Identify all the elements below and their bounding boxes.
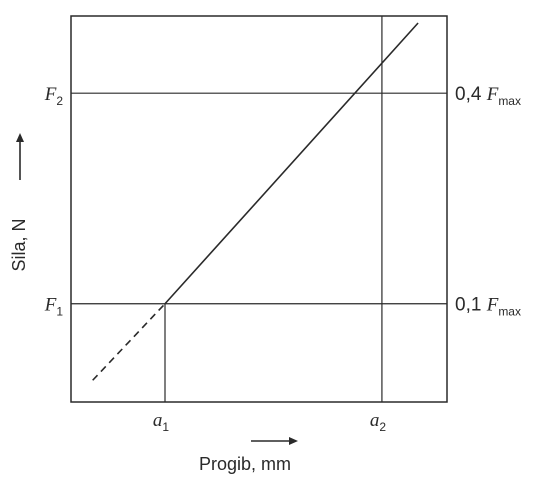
x-tick-2: a2	[370, 410, 387, 434]
y-tick-right-1: 0,1 Fmax	[455, 295, 521, 319]
force-deflection-line	[164, 22, 419, 305]
extrapolation-line	[92, 303, 166, 381]
x-axis-arrow	[251, 437, 298, 445]
y-tick-left-1: F1	[44, 295, 64, 319]
reference-lines	[71, 16, 447, 402]
data-lines	[92, 22, 419, 381]
tick-labels: F1 F2 0,1 Fmax 0,4 Fmax a1 a2	[44, 84, 521, 434]
x-tick-1: a1	[153, 410, 170, 434]
y-axis-label: Sila, N	[9, 218, 29, 271]
y-axis-arrow	[16, 133, 24, 180]
y-axis-title: Sila, N	[9, 133, 29, 272]
y-tick-left-2: F2	[44, 84, 64, 108]
plot-frame	[70, 15, 448, 403]
x-axis-title: Progib, mm	[199, 437, 298, 474]
x-axis-label: Progib, mm	[199, 454, 291, 474]
y-tick-right-2: 0,4 Fmax	[455, 84, 521, 108]
